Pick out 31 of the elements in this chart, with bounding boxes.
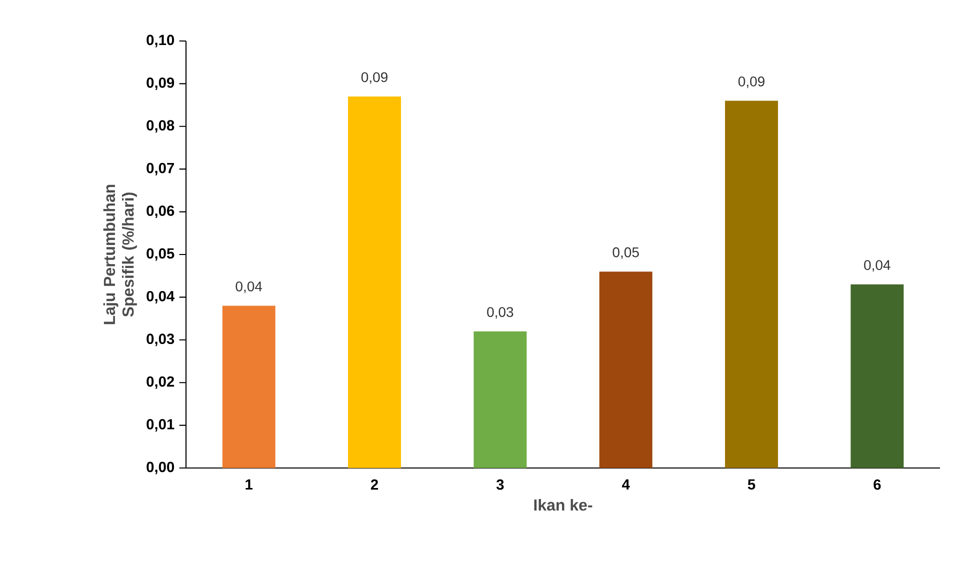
y-tick-label: 0,09 [146, 77, 174, 90]
bar [725, 100, 778, 468]
data-label: 0,03 [487, 307, 514, 319]
bar [222, 306, 276, 468]
y-axis-title: Laju Pertumbuhan Spesifik (%/hari) [103, 184, 137, 324]
y-tick-label: 0,00 [146, 462, 174, 474]
bar [348, 96, 402, 468]
data-label: 0,04 [236, 281, 262, 294]
x-axis-title: Ikan ke- [534, 498, 592, 511]
y-tick-label: 0,07 [146, 162, 174, 176]
data-label: 0,05 [612, 247, 639, 259]
y-tick-label: 0,04 [146, 290, 175, 304]
y-tick-label: 0,01 [146, 419, 174, 432]
bar [474, 331, 527, 468]
x-tick-label: 1 [246, 479, 252, 490]
x-tick-label: 6 [874, 479, 881, 490]
data-label: 0,04 [864, 260, 890, 272]
x-tick-label: 5 [748, 479, 756, 490]
y-tick-label: 0,10 [146, 34, 174, 48]
y-tick-label: 0,05 [146, 248, 174, 261]
bar [599, 272, 652, 468]
y-tick-label: 0,06 [146, 206, 174, 218]
x-tick-label: 3 [496, 479, 504, 490]
data-label: 0,09 [738, 76, 764, 88]
x-tick-label: 2 [370, 479, 378, 490]
y-tick-label: 0,03 [146, 334, 174, 346]
y-tick-label: 0,08 [146, 120, 174, 133]
data-label: 0,09 [361, 72, 388, 84]
x-tick-label: 4 [622, 479, 630, 490]
bar [850, 284, 904, 468]
y-tick-label: 0,02 [146, 376, 174, 389]
